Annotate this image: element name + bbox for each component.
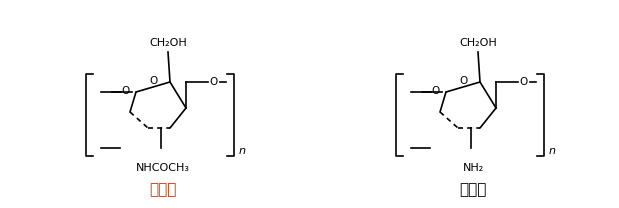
Text: O: O — [432, 86, 440, 96]
Text: O: O — [459, 76, 467, 86]
Text: O: O — [520, 77, 528, 87]
Text: n: n — [239, 146, 246, 156]
Text: CH₂OH: CH₂OH — [459, 38, 497, 48]
Text: O: O — [210, 77, 218, 87]
Text: NH₂: NH₂ — [462, 163, 483, 173]
Text: CH₂OH: CH₂OH — [149, 38, 187, 48]
Text: O: O — [149, 76, 157, 86]
Text: n: n — [549, 146, 556, 156]
Text: NHCOCH₃: NHCOCH₃ — [136, 163, 190, 173]
Text: 甲壳素: 甲壳素 — [149, 182, 176, 198]
Text: O: O — [122, 86, 130, 96]
Text: 壳聚糖: 壳聚糖 — [459, 182, 487, 198]
